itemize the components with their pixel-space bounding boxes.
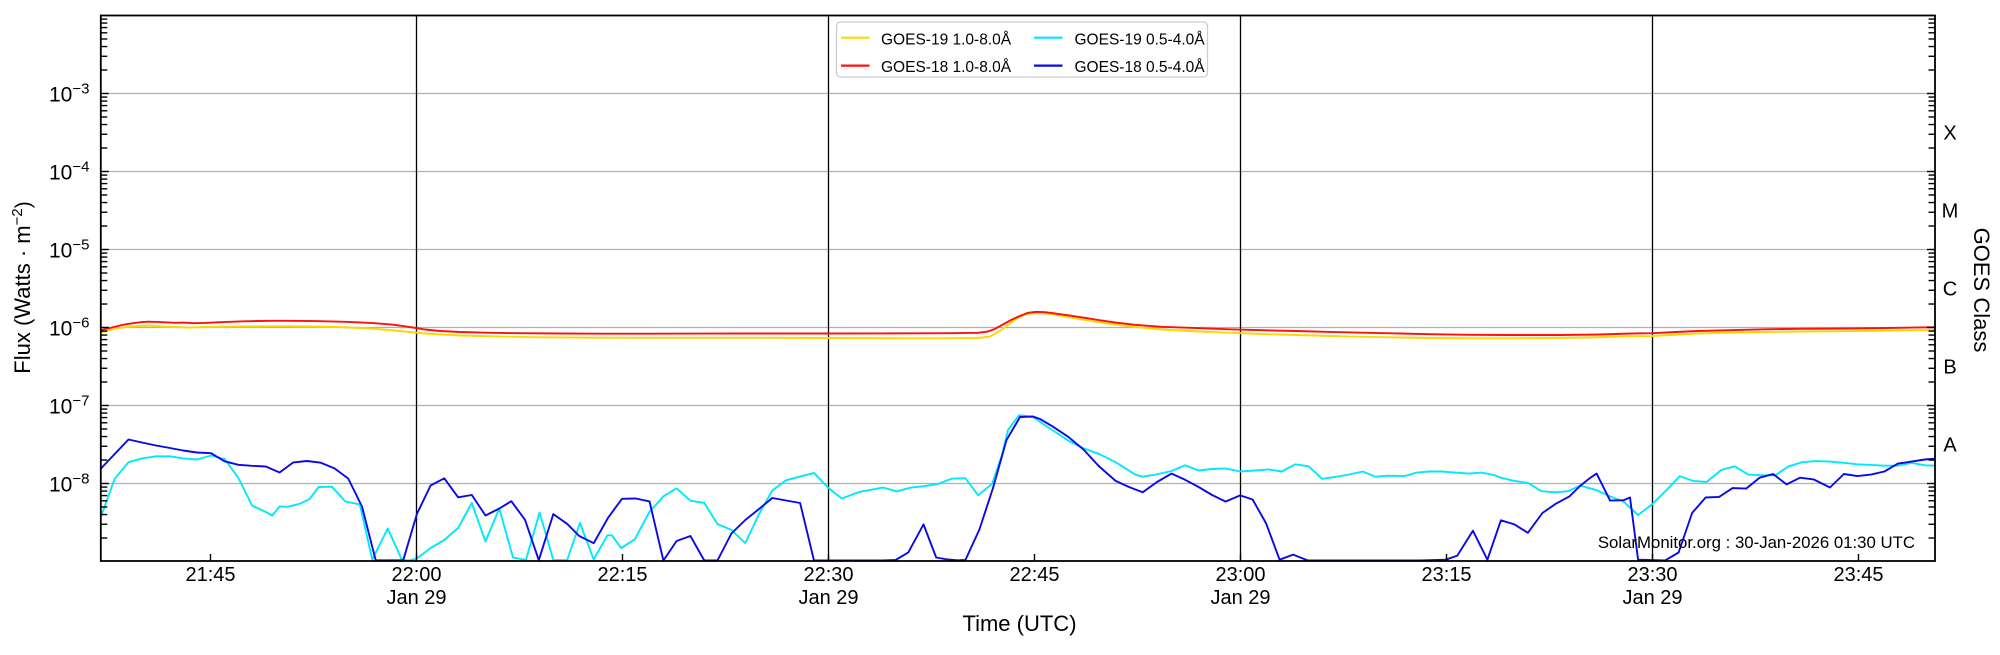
svg-text:A: A	[1943, 435, 1957, 457]
svg-text:22:45: 22:45	[1009, 564, 1059, 586]
svg-text:22:15: 22:15	[597, 564, 647, 586]
svg-text:23:30: 23:30	[1627, 564, 1677, 586]
svg-text:23:15: 23:15	[1421, 564, 1471, 586]
svg-text:GOES Class: GOES Class	[1969, 228, 1994, 353]
svg-text:GOES-18 1.0-8.0Å: GOES-18 1.0-8.0Å	[881, 59, 1012, 76]
svg-text:Jan 29: Jan 29	[1210, 587, 1270, 609]
svg-text:B: B	[1943, 357, 1956, 379]
svg-text:C: C	[1943, 279, 1957, 301]
svg-text:SolarMonitor.org : 30-Jan-2026: SolarMonitor.org : 30-Jan-2026 01:30 UTC	[1598, 533, 1915, 552]
svg-text:M: M	[1942, 201, 1959, 223]
svg-text:GOES-18 0.5-4.0Å: GOES-18 0.5-4.0Å	[1075, 59, 1206, 76]
svg-text:Jan 29: Jan 29	[1622, 587, 1682, 609]
svg-text:Jan 29: Jan 29	[386, 587, 446, 609]
svg-text:23:00: 23:00	[1215, 564, 1265, 586]
svg-text:X: X	[1943, 123, 1956, 145]
svg-text:Jan 29: Jan 29	[798, 587, 858, 609]
svg-text:23:45: 23:45	[1833, 564, 1883, 586]
svg-text:10−6: 10−6	[49, 315, 89, 341]
svg-text:22:00: 22:00	[391, 564, 441, 586]
svg-text:Flux (Watts · m−2): Flux (Watts · m−2)	[9, 201, 35, 373]
svg-text:21:45: 21:45	[185, 564, 235, 586]
svg-text:GOES-19 1.0-8.0Å: GOES-19 1.0-8.0Å	[881, 31, 1012, 48]
svg-text:22:30: 22:30	[803, 564, 853, 586]
svg-text:GOES-19 0.5-4.0Å: GOES-19 0.5-4.0Å	[1075, 31, 1206, 48]
svg-text:Time (UTC): Time (UTC)	[962, 611, 1076, 636]
svg-text:10−4: 10−4	[49, 159, 89, 185]
